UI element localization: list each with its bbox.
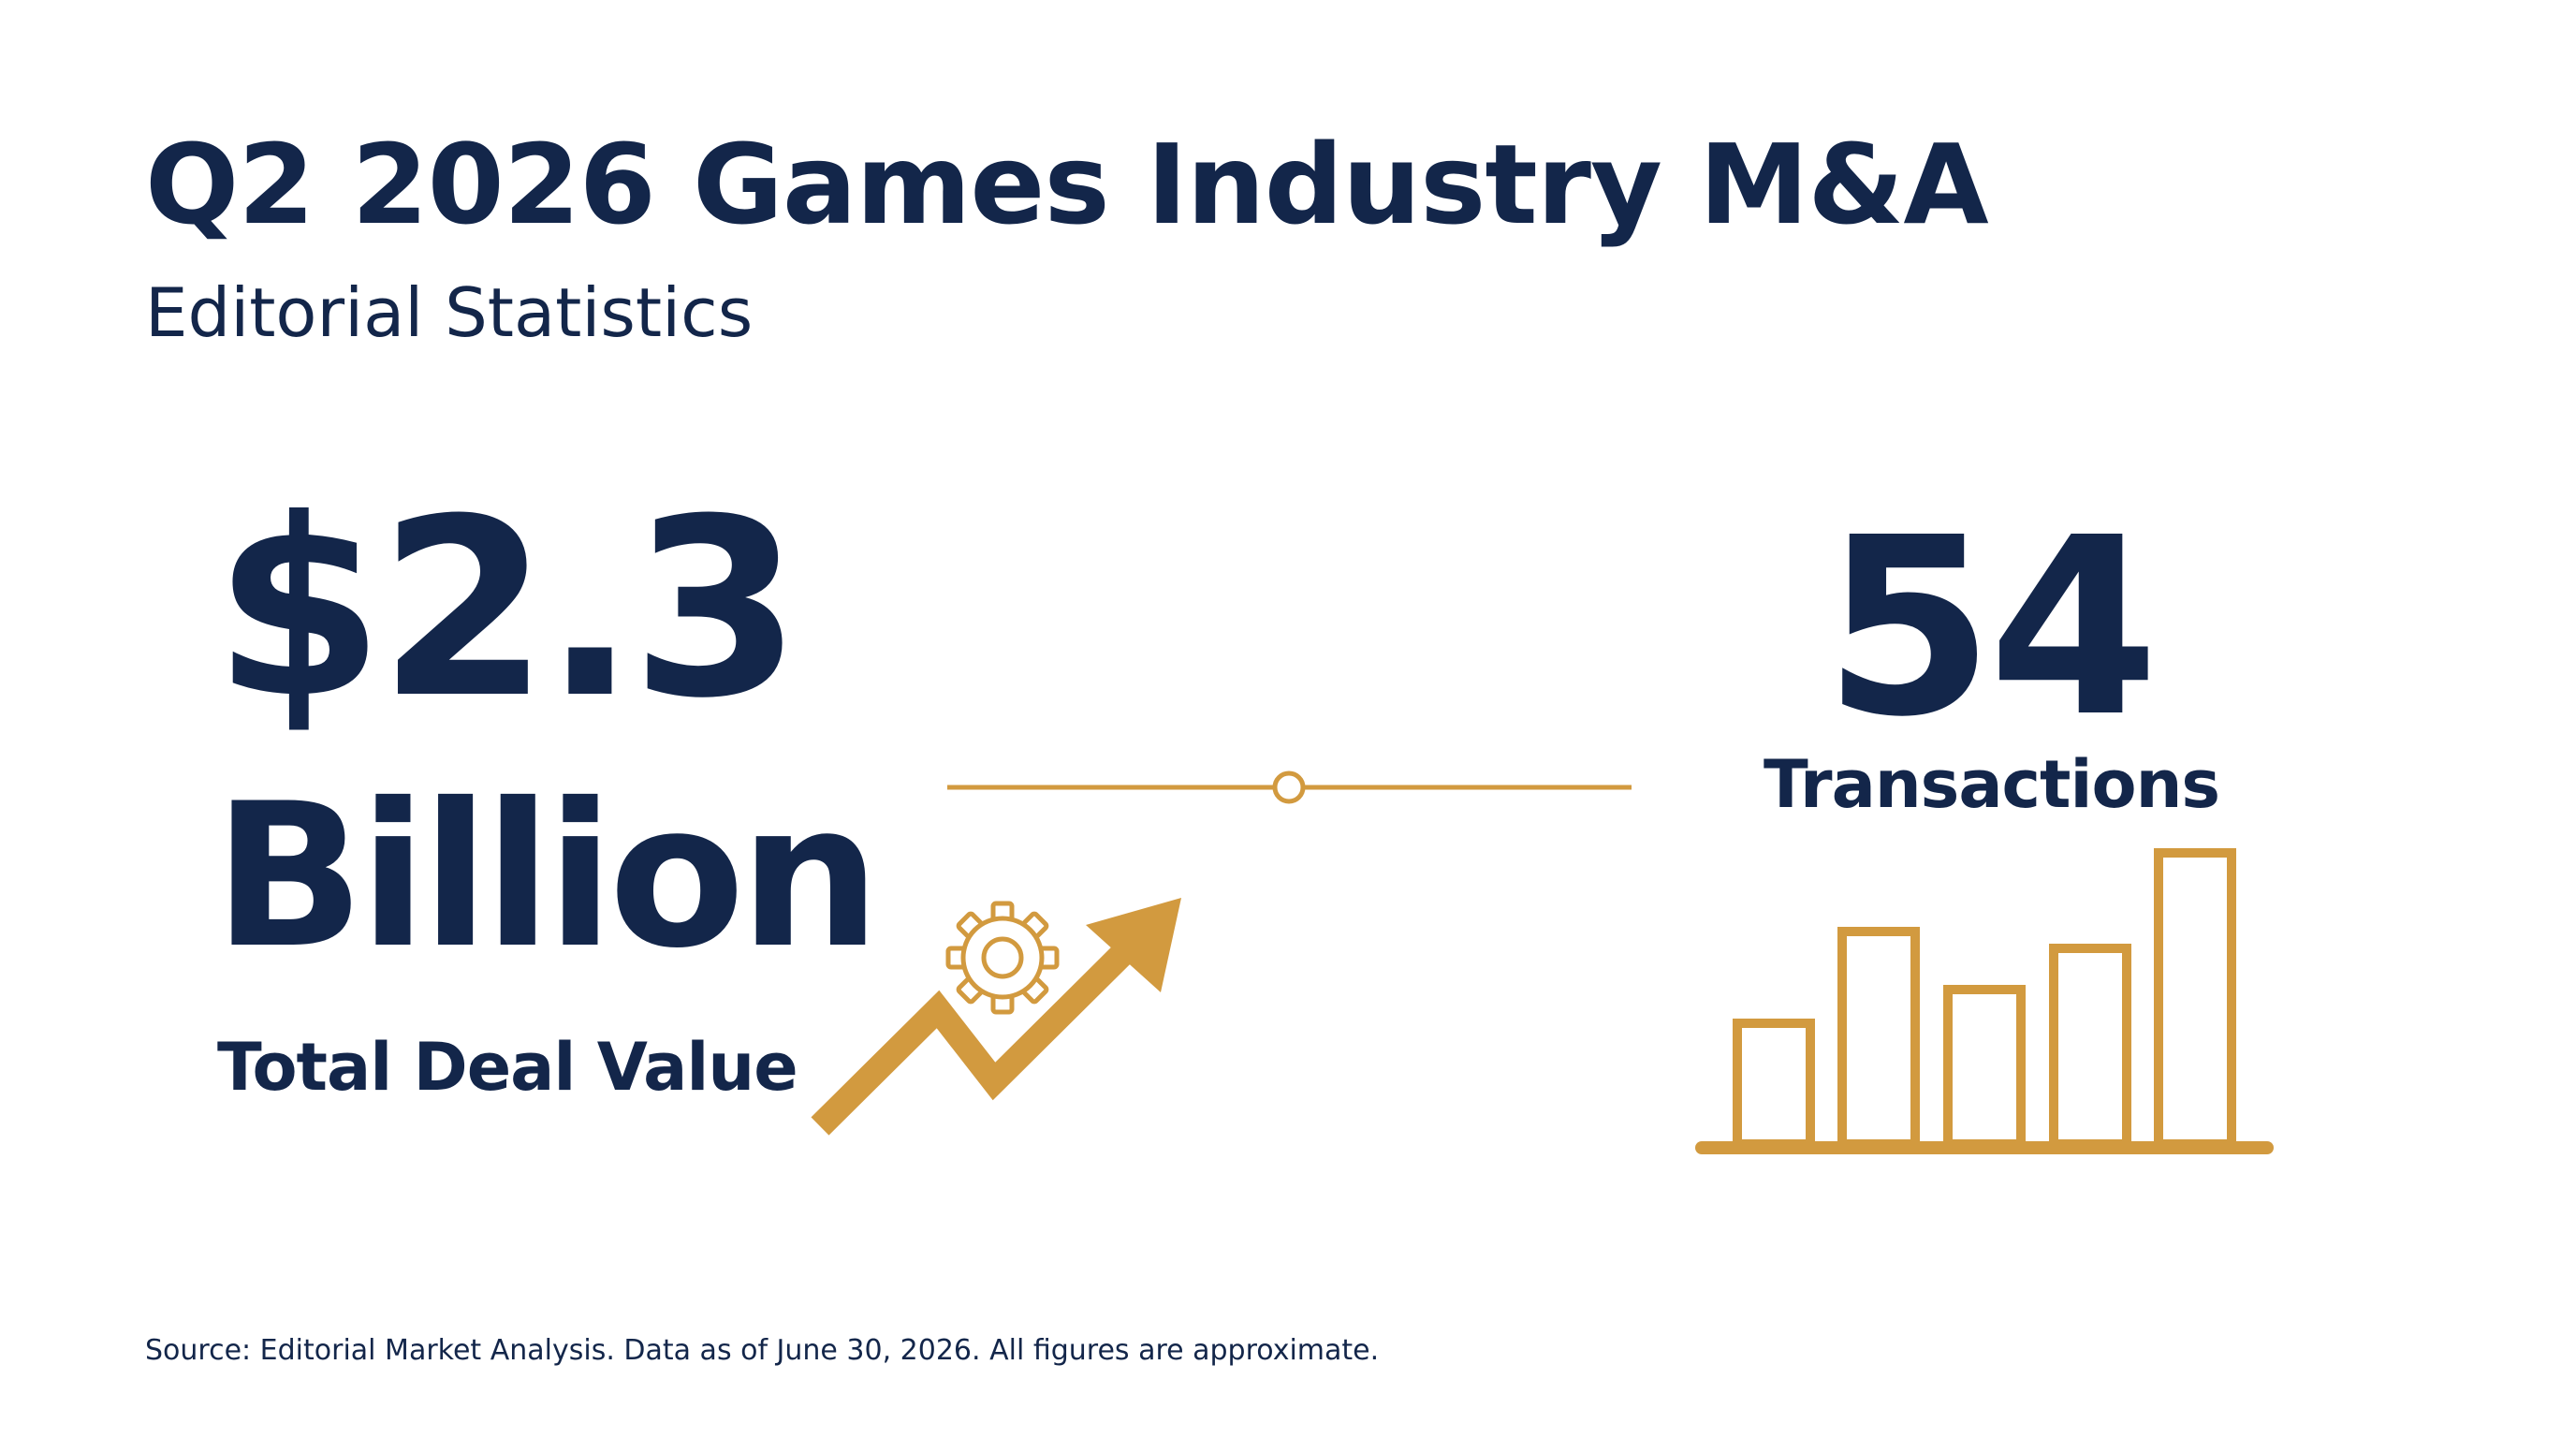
bar-chart-icon: [1695, 848, 2274, 1154]
bar-chart-icon-bar: [2154, 848, 2236, 1149]
divider-line: [947, 770, 1632, 804]
bar-chart-icon-bar: [1733, 1019, 1815, 1149]
page-subtitle: Editorial Statistics: [145, 273, 754, 352]
deal-value-amount: $2.3: [213, 466, 801, 752]
divider-circle-marker: [1272, 770, 1306, 804]
transactions-count: 54: [1823, 485, 2159, 770]
deal-value-unit: Billion: [213, 760, 881, 991]
trend-up-arrow-icon: [811, 898, 1181, 1136]
bar-chart-icon-bar: [1943, 985, 2026, 1149]
page-title: Q2 2026 Games Industry M&A: [145, 120, 1989, 249]
bar-chart-icon-bar: [1837, 927, 1920, 1149]
transactions-caption: Transactions: [1764, 746, 2220, 823]
gear-icon: [945, 901, 1060, 1015]
source-footnote: Source: Editorial Market Analysis. Data …: [145, 1334, 1380, 1367]
deal-value-caption: Total Deal Value: [217, 1029, 798, 1106]
bar-chart-icon-bar: [2049, 944, 2131, 1149]
